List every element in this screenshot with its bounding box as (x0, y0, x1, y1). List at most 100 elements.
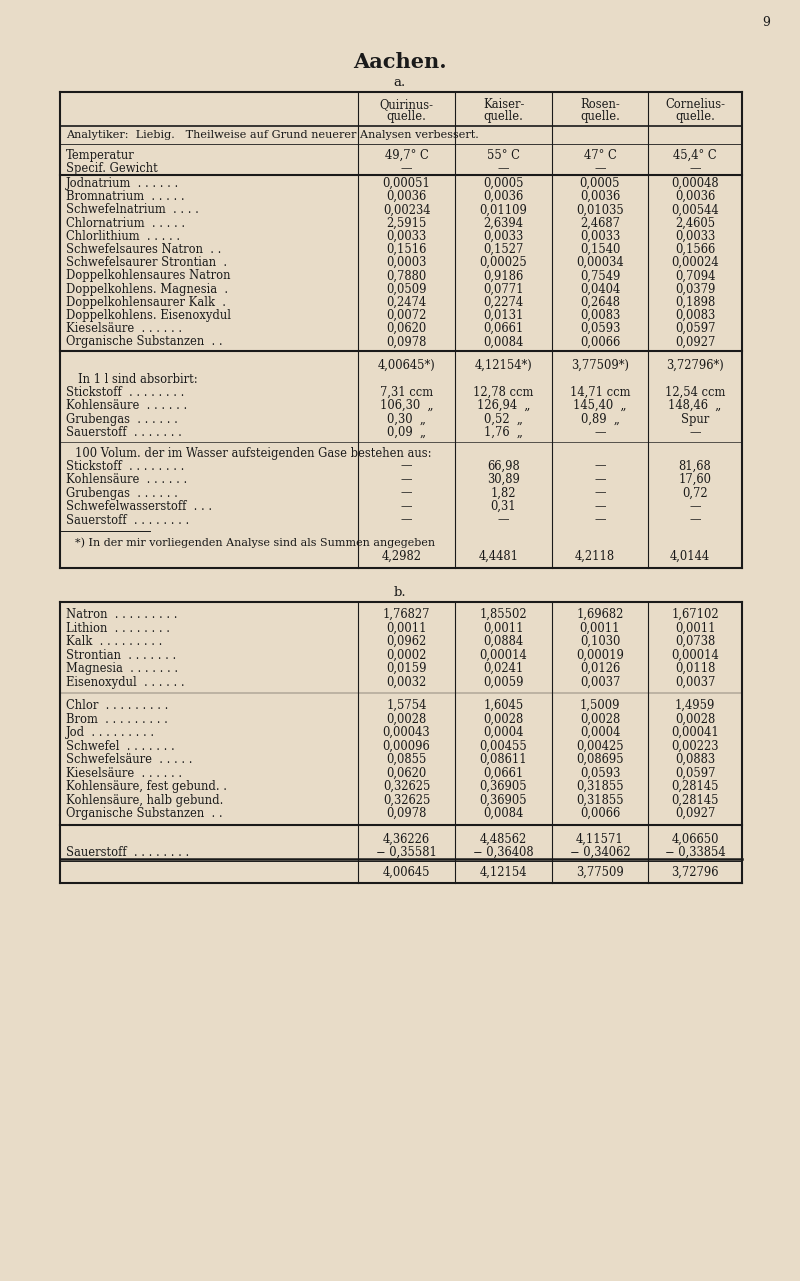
Text: 0,0028: 0,0028 (386, 712, 426, 725)
Text: *) In der mir vorliegenden Analyse sind als Summen angegeben: *) In der mir vorliegenden Analyse sind … (75, 537, 435, 548)
Text: 4,11571: 4,11571 (576, 833, 624, 845)
Text: Temperatur: Temperatur (66, 149, 134, 161)
Text: Magnesia  . . . . . . .: Magnesia . . . . . . . (66, 662, 178, 675)
Text: 0,00034: 0,00034 (576, 256, 624, 269)
Text: 0,0036: 0,0036 (580, 190, 620, 204)
Text: Doppelkohlensaures Natron: Doppelkohlensaures Natron (66, 269, 230, 282)
Text: 0,0884: 0,0884 (483, 635, 523, 648)
Text: 0,00425: 0,00425 (576, 739, 624, 753)
Text: Specif. Gewicht: Specif. Gewicht (66, 161, 158, 175)
Text: —: — (690, 514, 701, 526)
Text: 0,0033: 0,0033 (675, 229, 715, 243)
Text: 0,0028: 0,0028 (675, 712, 715, 725)
Text: Stickstoff  . . . . . . . .: Stickstoff . . . . . . . . (66, 386, 184, 398)
Text: b.: b. (394, 587, 406, 600)
Text: Organische Substanzen  . .: Organische Substanzen . . (66, 336, 222, 348)
Text: 0,0593: 0,0593 (580, 323, 620, 336)
Text: 4,12154*): 4,12154*) (474, 359, 532, 371)
Text: —: — (401, 514, 412, 526)
Text: 0,1540: 0,1540 (580, 243, 620, 256)
Text: − 0,33854: − 0,33854 (665, 845, 726, 858)
Text: 0,0084: 0,0084 (483, 336, 524, 348)
Text: 0,0004: 0,0004 (483, 726, 524, 739)
Text: 0,08695: 0,08695 (576, 753, 624, 766)
Text: 0,72: 0,72 (682, 487, 708, 500)
Text: 126,94  „: 126,94 „ (477, 400, 530, 412)
Text: Chlorlithium  . . . . .: Chlorlithium . . . . . (66, 229, 180, 243)
Text: Lithion  . . . . . . . .: Lithion . . . . . . . . (66, 621, 170, 634)
Text: Sauerstoff  . . . . . . . .: Sauerstoff . . . . . . . . (66, 845, 190, 858)
Text: 0,0037: 0,0037 (580, 675, 620, 689)
Text: 0,36905: 0,36905 (480, 794, 527, 807)
Text: 0,0927: 0,0927 (675, 336, 715, 348)
Text: 0,1898: 0,1898 (675, 296, 715, 309)
Text: 0,0036: 0,0036 (483, 190, 524, 204)
Text: a.: a. (394, 76, 406, 88)
Text: Grubengas  . . . . . .: Grubengas . . . . . . (66, 487, 178, 500)
Text: 0,0509: 0,0509 (386, 283, 426, 296)
Text: 0,00014: 0,00014 (480, 648, 527, 661)
Text: 0,0003: 0,0003 (386, 256, 426, 269)
Text: Grubengas  . . . . . .: Grubengas . . . . . . (66, 412, 178, 425)
Text: Kohlensäure, halb gebund.: Kohlensäure, halb gebund. (66, 794, 223, 807)
Text: − 0,35581: − 0,35581 (376, 845, 437, 858)
Text: 106,30  „: 106,30 „ (380, 400, 434, 412)
Text: 0,1516: 0,1516 (386, 243, 426, 256)
Text: 0,0066: 0,0066 (580, 807, 620, 820)
Text: —: — (594, 514, 606, 526)
Text: —: — (594, 460, 606, 473)
Text: 0,00544: 0,00544 (671, 204, 719, 216)
Text: Eisenoxydul  . . . . . .: Eisenoxydul . . . . . . (66, 675, 185, 689)
Text: Quirinus-: Quirinus- (379, 99, 434, 111)
Text: Schwefelsaures Natron  . .: Schwefelsaures Natron . . (66, 243, 222, 256)
Text: 0,00223: 0,00223 (671, 739, 718, 753)
Text: 3,77509: 3,77509 (576, 866, 624, 879)
Text: 81,68: 81,68 (678, 460, 711, 473)
Text: 1,6045: 1,6045 (483, 699, 524, 712)
Text: Chlornatrium  . . . . .: Chlornatrium . . . . . (66, 216, 185, 229)
Text: 0,0597: 0,0597 (674, 766, 715, 780)
Text: 0,00455: 0,00455 (480, 739, 527, 753)
Text: Schwefelwasserstoff  . . .: Schwefelwasserstoff . . . (66, 500, 212, 514)
Text: Natron  . . . . . . . . .: Natron . . . . . . . . . (66, 608, 178, 621)
Text: 0,0661: 0,0661 (483, 766, 524, 780)
Text: 100 Volum. der im Wasser aufsteigenden Gase bestehen aus:: 100 Volum. der im Wasser aufsteigenden G… (75, 447, 431, 460)
Text: 0,0962: 0,0962 (386, 635, 426, 648)
Text: 4,00645: 4,00645 (382, 866, 430, 879)
Text: Rosen-: Rosen- (580, 99, 620, 111)
Text: 45,4° C: 45,4° C (673, 149, 717, 161)
Text: 47° C: 47° C (584, 149, 616, 161)
Text: 0,00043: 0,00043 (382, 726, 430, 739)
Text: 0,0131: 0,0131 (483, 309, 524, 322)
Text: 4,2118: 4,2118 (575, 550, 615, 564)
Text: 0,0032: 0,0032 (386, 675, 426, 689)
Text: Schwefelsaurer Strontian  .: Schwefelsaurer Strontian . (66, 256, 227, 269)
Text: 0,32625: 0,32625 (383, 780, 430, 793)
Text: —: — (401, 487, 412, 500)
Text: Sauerstoff  . . . . . . . .: Sauerstoff . . . . . . . . (66, 514, 190, 526)
Text: 0,09  „: 0,09 „ (387, 427, 426, 439)
Text: 0,0005: 0,0005 (483, 177, 524, 190)
Text: 7,31 ccm: 7,31 ccm (380, 386, 433, 398)
Text: 0,0084: 0,0084 (483, 807, 524, 820)
Text: 4,4481: 4,4481 (478, 550, 518, 564)
Text: 9: 9 (762, 15, 770, 29)
Text: Kalk  . . . . . . . . .: Kalk . . . . . . . . . (66, 635, 162, 648)
Text: 0,9186: 0,9186 (483, 269, 524, 282)
Text: —: — (401, 460, 412, 473)
Text: 0,0597: 0,0597 (674, 323, 715, 336)
Text: 0,0978: 0,0978 (386, 336, 426, 348)
Text: Kohlensäure  . . . . . .: Kohlensäure . . . . . . (66, 473, 187, 485)
Text: 4,00645*): 4,00645*) (378, 359, 435, 371)
Text: 0,31855: 0,31855 (576, 794, 624, 807)
Text: 66,98: 66,98 (487, 460, 520, 473)
Text: 1,82: 1,82 (490, 487, 516, 500)
Text: 0,0978: 0,0978 (386, 807, 426, 820)
Text: 0,0037: 0,0037 (675, 675, 715, 689)
Text: 0,0771: 0,0771 (483, 283, 524, 296)
Text: 0,2474: 0,2474 (386, 296, 426, 309)
Text: 1,5009: 1,5009 (580, 699, 620, 712)
Text: 0,0620: 0,0620 (386, 323, 426, 336)
Text: —: — (594, 500, 606, 514)
Text: Schwefelnatrium  . . . .: Schwefelnatrium . . . . (66, 204, 199, 216)
